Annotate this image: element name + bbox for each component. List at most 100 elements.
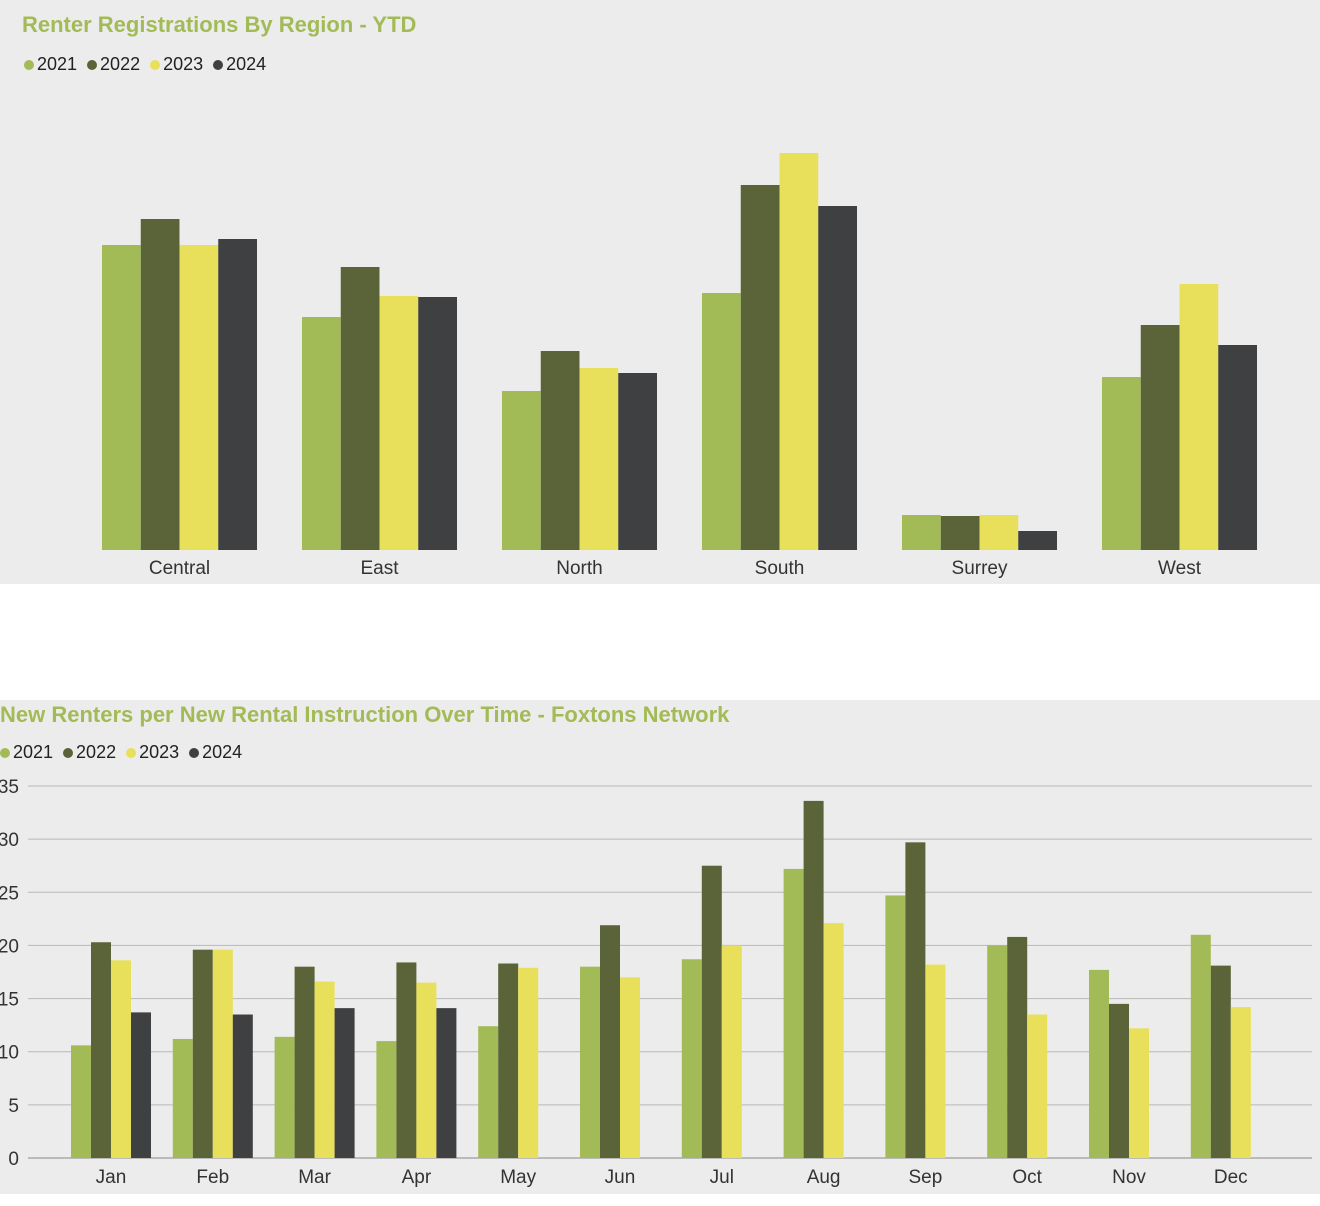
bar-surrey-2023[interactable] [979, 515, 1019, 550]
bar-dec-2023[interactable] [1230, 1007, 1251, 1158]
x-tick-label: Apr [402, 1167, 432, 1188]
bar-west-2022[interactable] [1140, 325, 1180, 550]
bar-oct-2022[interactable] [1007, 936, 1028, 1158]
bar-aug-2022[interactable] [803, 800, 824, 1158]
bar-mar-2021[interactable] [274, 1036, 295, 1158]
chart-title: New Renters per New Rental Instruction O… [0, 702, 730, 727]
bar-oct-2021[interactable] [987, 945, 1008, 1158]
bar-apr-2022[interactable] [396, 962, 417, 1158]
legend-item-2023[interactable]: 2023 [150, 54, 203, 75]
monthly-bar-chart: 0 5 10 15 20 25 30 35 Jan Feb Mar Apr May Jun Jul Aug Se… [0, 777, 1312, 1188]
bar-jan-2022[interactable] [91, 942, 111, 1158]
bar-west-2023[interactable] [1179, 284, 1219, 550]
legend-item-2021[interactable]: 2021 [0, 742, 53, 763]
bar-jun-2023[interactable] [620, 977, 640, 1158]
bar-jul-2021[interactable] [681, 959, 702, 1158]
bar-may-2021[interactable] [478, 1026, 499, 1158]
bar-nov-2023[interactable] [1129, 1028, 1149, 1158]
x-tick-label: Sep [908, 1167, 942, 1188]
renters-per-instruction-panel: New Renters per New Rental Instruction O… [0, 700, 1320, 1194]
bar-surrey-2024[interactable] [1018, 531, 1057, 550]
legend-item-2023[interactable]: 2023 [126, 742, 179, 763]
bar-feb-2024[interactable] [232, 1014, 253, 1158]
bar-surrey-2021[interactable] [902, 515, 941, 550]
x-tick-label: Feb [196, 1167, 229, 1188]
bar-sep-2022[interactable] [905, 842, 926, 1158]
bar-feb-2021[interactable] [172, 1038, 193, 1158]
bar-central-2023[interactable] [179, 245, 219, 550]
bar-south-2023[interactable] [779, 153, 819, 550]
bar-surrey-2022[interactable] [940, 516, 980, 550]
y-tick-label: 20 [0, 936, 19, 957]
bar-mar-2023[interactable] [314, 981, 335, 1158]
bar-south-2021[interactable] [702, 293, 741, 550]
legend-marker [0, 747, 10, 758]
bar-jan-2021[interactable] [71, 1045, 91, 1158]
bar-sep-2023[interactable] [925, 964, 946, 1158]
x-tick-label: West [1158, 558, 1202, 579]
bar-mar-2024[interactable] [334, 1008, 355, 1158]
legend-label: 2023 [163, 54, 204, 74]
bar-aug-2021[interactable] [783, 868, 804, 1158]
bar-jul-2023[interactable] [721, 945, 742, 1158]
bar-oct-2023[interactable] [1027, 1014, 1048, 1158]
x-tick-label: Jan [96, 1167, 127, 1188]
bar-apr-2024[interactable] [436, 1008, 457, 1158]
legend-marker [126, 747, 137, 758]
legend-label: 2021 [37, 54, 78, 74]
legend-label: 2021 [13, 742, 54, 762]
bar-east-2022[interactable] [340, 267, 380, 550]
legend-item-2022[interactable]: 2022 [63, 742, 116, 763]
x-tick-label: North [556, 558, 602, 579]
bar-jun-2021[interactable] [580, 966, 600, 1158]
bar-jan-2023[interactable] [111, 960, 131, 1158]
y-tick-label: 30 [0, 830, 19, 851]
y-tick-label: 0 [8, 1149, 19, 1170]
legend-item-2024[interactable]: 2024 [213, 54, 266, 75]
bar-north-2024[interactable] [618, 373, 657, 550]
bar-north-2021[interactable] [502, 391, 541, 550]
bar-south-2024[interactable] [818, 206, 857, 550]
bar-feb-2022[interactable] [192, 949, 213, 1158]
bar-south-2022[interactable] [740, 185, 780, 550]
chart-title: Renter Registrations By Region - YTD [22, 12, 417, 37]
x-tick-label: Nov [1112, 1167, 1146, 1188]
bar-east-2024[interactable] [418, 297, 457, 550]
x-tick-label: May [500, 1167, 536, 1188]
bar-aug-2023[interactable] [823, 923, 844, 1158]
bar-apr-2021[interactable] [376, 1041, 397, 1158]
x-tick-label: Mar [298, 1167, 331, 1188]
legend-label: 2024 [226, 54, 267, 74]
bar-nov-2021[interactable] [1089, 969, 1109, 1158]
bar-sep-2021[interactable] [885, 895, 906, 1158]
legend-item-2022[interactable]: 2022 [87, 54, 140, 75]
bar-mar-2022[interactable] [294, 966, 315, 1158]
bar-west-2024[interactable] [1218, 345, 1257, 550]
y-tick-label: 35 [0, 777, 19, 798]
legend-item-2024[interactable]: 2024 [189, 742, 242, 763]
legend-label: 2024 [202, 742, 243, 762]
y-tick-label: 25 [0, 883, 19, 904]
bar-east-2021[interactable] [302, 317, 341, 550]
bar-central-2024[interactable] [218, 239, 257, 550]
bar-jul-2022[interactable] [701, 865, 722, 1158]
bar-west-2021[interactable] [1102, 377, 1141, 550]
bar-dec-2022[interactable] [1210, 965, 1231, 1158]
bar-nov-2022[interactable] [1109, 1003, 1129, 1158]
bar-may-2022[interactable] [498, 963, 519, 1158]
bar-central-2022[interactable] [140, 219, 180, 550]
legend-marker [189, 747, 200, 758]
bar-apr-2023[interactable] [416, 982, 437, 1158]
bar-feb-2023[interactable] [212, 949, 233, 1158]
bar-dec-2021[interactable] [1190, 934, 1211, 1158]
bar-north-2023[interactable] [579, 368, 619, 550]
legend-label: 2023 [139, 742, 180, 762]
bar-north-2022[interactable] [540, 351, 580, 550]
bar-central-2021[interactable] [102, 245, 141, 550]
bar-jan-2024[interactable] [131, 1012, 151, 1158]
bar-may-2023[interactable] [518, 967, 539, 1158]
legend-item-2021[interactable]: 2021 [24, 54, 77, 75]
legend-label: 2022 [100, 54, 141, 74]
bar-east-2023[interactable] [379, 296, 419, 550]
bar-jun-2022[interactable] [600, 925, 620, 1158]
